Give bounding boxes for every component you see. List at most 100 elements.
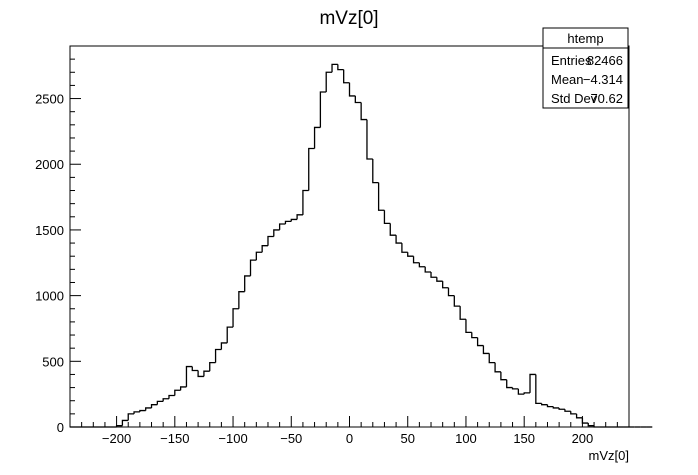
histogram-bin (372, 158, 379, 184)
histogram-bin (203, 370, 210, 377)
histogram-bin (214, 348, 222, 363)
histogram-bin (220, 342, 228, 350)
stats-box: htemp Entries 82466 Mean −4.314 Std Dev … (542, 27, 629, 109)
histogram-bin (179, 386, 187, 391)
x-tick-label: 100 (455, 431, 477, 446)
histogram-bin (471, 332, 478, 339)
histogram-bin (558, 407, 565, 410)
histogram-bin (313, 126, 321, 149)
histogram-bin (267, 235, 274, 246)
histogram-bin (575, 413, 583, 419)
histogram-bin (284, 220, 292, 225)
histogram-bin (273, 229, 280, 237)
histogram-bin (343, 69, 350, 84)
histogram-bin (261, 245, 268, 253)
stats-box-frame (542, 27, 629, 109)
histogram-bin (546, 404, 554, 408)
histogram-bin (296, 214, 303, 220)
histogram-bin (418, 262, 426, 268)
histogram-bin (308, 147, 315, 191)
histogram-bin (145, 407, 152, 411)
histogram-bin (517, 388, 525, 395)
histogram-bin (377, 182, 385, 211)
x-tick-label: −50 (280, 431, 302, 446)
histogram-bin (174, 389, 181, 396)
histogram-bin (506, 379, 513, 389)
histogram-bin (139, 409, 146, 412)
histogram-bin (552, 406, 560, 409)
y-tick-label: 1500 (35, 223, 64, 238)
histogram-bin (290, 218, 298, 222)
y-tick-label: 0 (57, 420, 64, 435)
histogram-bin (354, 95, 362, 104)
x-tick-label: −150 (160, 431, 189, 446)
histogram-bin (185, 365, 193, 387)
histogram-bin (302, 189, 309, 215)
chart-title: mVz[0] (319, 8, 378, 29)
stats-entries-label: Entries (551, 53, 592, 68)
stats-stddev-label: Std Dev (551, 91, 598, 106)
histogram-bin (442, 281, 449, 289)
histogram-bin (401, 243, 408, 253)
x-axis: −200 −150 −100 −50 0 50 100 150 200 (69, 416, 630, 446)
histogram-bin (459, 306, 466, 320)
x-tick-label: −100 (218, 431, 247, 446)
histogram-bin (191, 366, 199, 372)
histogram-bin (168, 394, 175, 399)
histogram-bin (389, 223, 397, 236)
histogram-bin (564, 409, 571, 412)
histogram-bin (494, 362, 501, 373)
histogram-bin (407, 252, 414, 257)
histogram-bin (476, 337, 484, 347)
stats-box-title: htemp (567, 31, 603, 46)
stats-stddev-value: 70.62 (590, 91, 623, 106)
histogram-bin (587, 423, 595, 427)
histogram-bin (232, 308, 239, 328)
histogram-bin (127, 413, 135, 421)
histogram-bin (412, 256, 420, 264)
histogram-bin (511, 387, 519, 390)
histogram-bin (436, 277, 443, 282)
stats-entries-value: 82466 (587, 53, 623, 68)
histogram-bin (238, 291, 245, 309)
x-tick-label: −200 (102, 431, 131, 446)
histogram-bin (447, 287, 455, 297)
histogram-bin (319, 91, 327, 128)
histogram-bin (209, 361, 216, 372)
histogram-bin (337, 64, 344, 71)
histogram-bin (593, 425, 600, 428)
x-tick-label: 50 (400, 431, 414, 446)
histogram-bin (529, 373, 536, 393)
histogram-bin (541, 403, 548, 406)
histogram-bars (70, 63, 653, 428)
histogram-bin (255, 251, 263, 261)
histogram-bin (366, 119, 373, 160)
histogram-bin (249, 259, 257, 276)
histogram-bin (453, 295, 461, 307)
y-tick-label: 2500 (35, 92, 64, 107)
histogram-bin (395, 235, 402, 244)
histogram-bin (570, 411, 577, 415)
histogram-bin (535, 374, 542, 405)
histogram-bin (244, 275, 251, 292)
histogram-bin (162, 398, 169, 402)
x-axis-title: mVz[0] (589, 448, 629, 463)
histogram-bin (424, 266, 432, 273)
y-tick-label: 2000 (35, 157, 64, 172)
histogram-bin (348, 82, 356, 97)
histogram-bin (325, 71, 333, 92)
x-tick-label: 0 (346, 431, 353, 446)
histogram-bin (488, 353, 496, 364)
histogram-bin (430, 271, 437, 278)
histogram-bin (226, 326, 234, 343)
histogram-bin (121, 419, 129, 426)
x-tick-label: 200 (572, 431, 594, 446)
histogram-bin (465, 319, 472, 334)
y-tick-label: 500 (42, 354, 64, 369)
stats-mean-label: Mean (551, 72, 584, 87)
histogram-bin (383, 210, 391, 225)
histogram-bin (156, 400, 164, 405)
histogram-bin (115, 425, 123, 427)
histogram-bin (482, 345, 490, 355)
